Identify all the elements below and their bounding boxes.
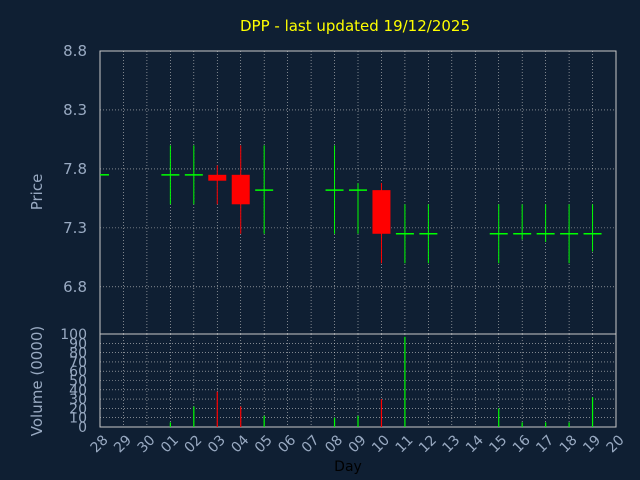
volume-y-axis-label: Volume (0000)	[28, 326, 46, 436]
x-tick-label: 12	[416, 432, 440, 456]
candle-04	[231, 145, 250, 234]
price-y-tick-label: 7.3	[63, 219, 87, 237]
price-panel: 8.8 8.3 7.8 7.3 6.8 Price	[28, 42, 617, 335]
x-tick-label: 18	[557, 432, 581, 456]
volume-y-tick-label: 80	[69, 346, 87, 362]
x-tick-label: 07	[299, 432, 323, 456]
candle-15	[489, 204, 508, 264]
volume-y-tick-label: 60	[69, 364, 87, 380]
candle-10	[372, 183, 391, 264]
x-tick-label: 03	[205, 432, 229, 456]
volume-y-tick-label: 10	[69, 411, 87, 427]
candle-02	[184, 145, 203, 205]
candle-11	[395, 204, 414, 264]
x-tick-label: 20	[604, 432, 628, 456]
volume-y-tick-label: 70	[69, 355, 87, 371]
x-tick-label: 08	[322, 432, 346, 456]
volume-y-tick-label: 90	[69, 336, 87, 352]
candle-18	[560, 204, 579, 264]
candle-body	[208, 174, 227, 181]
x-tick-label: 17	[533, 432, 557, 456]
x-tick-label: 05	[252, 432, 276, 456]
volume-bars	[169, 336, 594, 427]
candle-19	[583, 204, 602, 252]
price-y-axis-label: Price	[28, 174, 46, 211]
candle-16	[513, 204, 532, 240]
candle-08	[325, 145, 344, 234]
chart-title: DPP - last updated 19/12/2025	[240, 17, 470, 35]
price-candles	[100, 145, 602, 264]
candle-12	[419, 204, 438, 264]
x-tick-label: 14	[463, 432, 487, 456]
x-tick-label: 16	[510, 432, 534, 456]
candle-body	[372, 190, 391, 234]
price-y-tick-label: 8.3	[63, 101, 87, 119]
candle-09	[349, 183, 367, 234]
volume-y-tick-label: 40	[69, 383, 87, 399]
price-y-tick-label: 8.8	[63, 42, 87, 60]
candle-05	[255, 145, 274, 234]
x-axis-ticks: 28 29 30 01 02 03 04 05 06 07 08 09 10 11 12 13 14 15 16 17…	[88, 432, 628, 456]
x-tick-label: 01	[158, 432, 182, 456]
volume-y-tick-label: 30	[69, 392, 87, 408]
x-tick-label: 06	[275, 432, 299, 456]
x-tick-label: 02	[182, 432, 206, 456]
x-tick-label: 28	[88, 432, 112, 456]
candle-01	[161, 145, 180, 205]
price-y-tick-label: 6.8	[63, 278, 87, 296]
volume-grid	[100, 334, 616, 427]
candle-17	[536, 204, 555, 243]
x-tick-label: 19	[580, 432, 604, 456]
x-tick-label: 13	[440, 432, 464, 456]
x-tick-label: 30	[135, 432, 159, 456]
x-tick-label: 11	[393, 432, 417, 456]
volume-y-tick-label: 0	[78, 420, 87, 436]
candle-body	[231, 174, 250, 205]
x-tick-label: 09	[346, 432, 370, 456]
x-tick-label: 29	[111, 432, 135, 456]
price-y-tick-label: 7.8	[63, 160, 87, 178]
volume-y-tick-label: 20	[69, 401, 87, 417]
price-y-ticks: 8.8 8.3 7.8 7.3 6.8	[63, 42, 87, 296]
x-tick-label: 15	[486, 432, 510, 456]
volume-y-tick-label: 100	[60, 327, 87, 343]
x-axis-label: Day	[334, 459, 362, 475]
x-tick-label: 04	[228, 432, 252, 456]
candle-03	[208, 165, 227, 205]
volume-y-tick-label: 50	[69, 374, 87, 390]
x-tick-label: 10	[369, 432, 393, 456]
